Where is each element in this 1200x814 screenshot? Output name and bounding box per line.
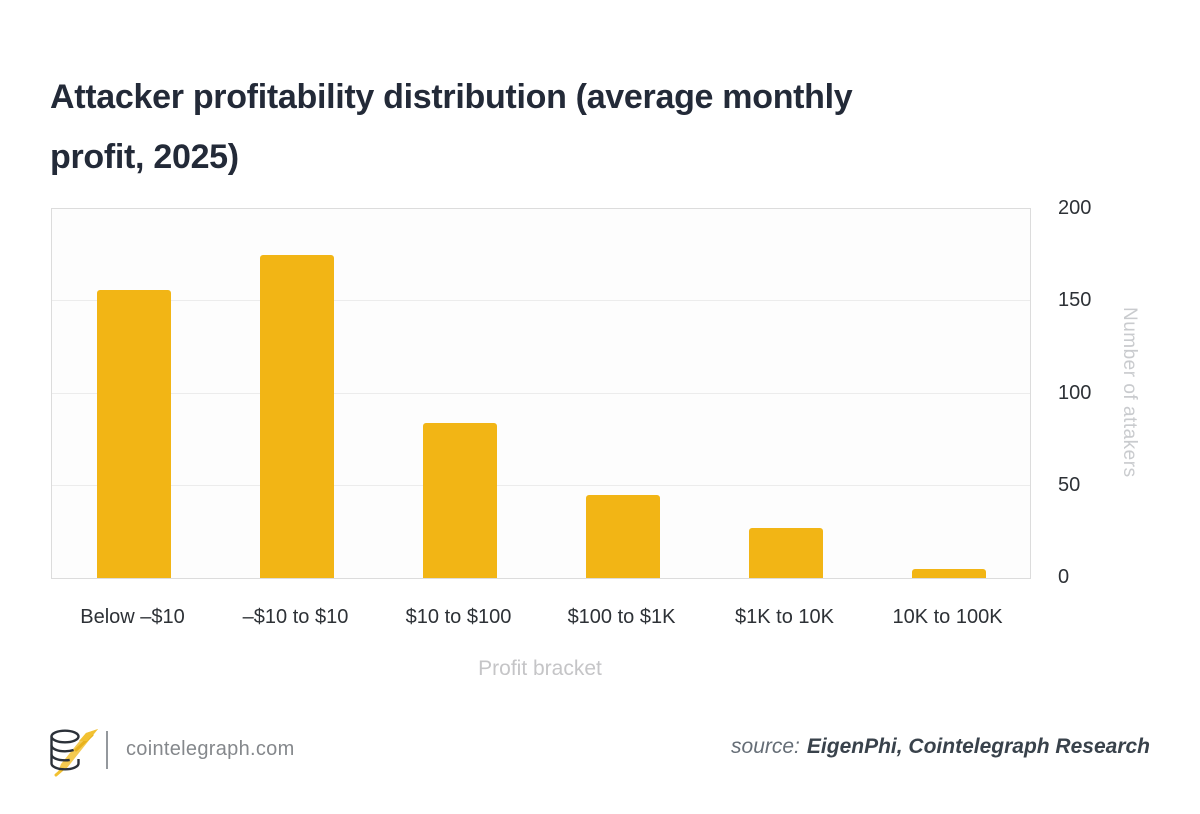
cointelegraph-coins-rocket-logo-icon (50, 729, 98, 777)
x-axis-label: Below –$10 (80, 606, 185, 628)
plot-area (51, 208, 1031, 579)
chart-title-line1: Attacker profitability distribution (ave… (50, 77, 853, 116)
x-axis-label: $100 to $1K (567, 606, 676, 628)
gridline-50 (52, 484, 1030, 486)
chart-title-line2: profit, 2025) (50, 137, 239, 176)
x-axis-label: 10K to 100K (892, 606, 1003, 628)
bar (911, 568, 986, 578)
gridline-150 (52, 300, 1030, 302)
y-axis-tick-label: 100 (1058, 381, 1092, 404)
y-axis-tick-label: 200 (1058, 197, 1092, 219)
footer-divider (106, 731, 108, 769)
y-axis-title: Number of attakers (1119, 307, 1140, 478)
y-axis-tick-label: 150 (1058, 289, 1092, 312)
bar (96, 290, 171, 578)
y-axis-tick-label: 50 (1058, 473, 1081, 496)
source-value: EigenPhi, Cointelegraph Research (806, 735, 1150, 758)
footer: cointelegraph.com source: EigenPhi, Coint… (0, 714, 1200, 814)
chart-title: Attacker profitability distribution (ave… (50, 67, 1150, 187)
bar (422, 423, 497, 578)
bar (259, 255, 334, 578)
gridline-100 (52, 392, 1030, 394)
source-label: source: (731, 735, 800, 758)
source-text: source: EigenPhi, Cointelegraph Research (731, 735, 1150, 759)
bar (585, 494, 660, 578)
x-axis-title: Profit bracket (478, 657, 602, 680)
y-axis-ticks: 0 50 100 150 200 (1058, 197, 1128, 588)
x-axis-labels: Below –$10 –$10 to $10 $10 to $100 $100 to … (51, 606, 1029, 636)
x-axis-label: $1K to 10K (735, 606, 834, 628)
x-axis-label: –$10 to $10 (242, 606, 349, 628)
x-axis-label: $10 to $100 (405, 606, 512, 628)
bar (748, 528, 823, 578)
site-label: cointelegraph.com (126, 738, 295, 760)
y-axis-tick-label: 0 (1058, 566, 1070, 588)
